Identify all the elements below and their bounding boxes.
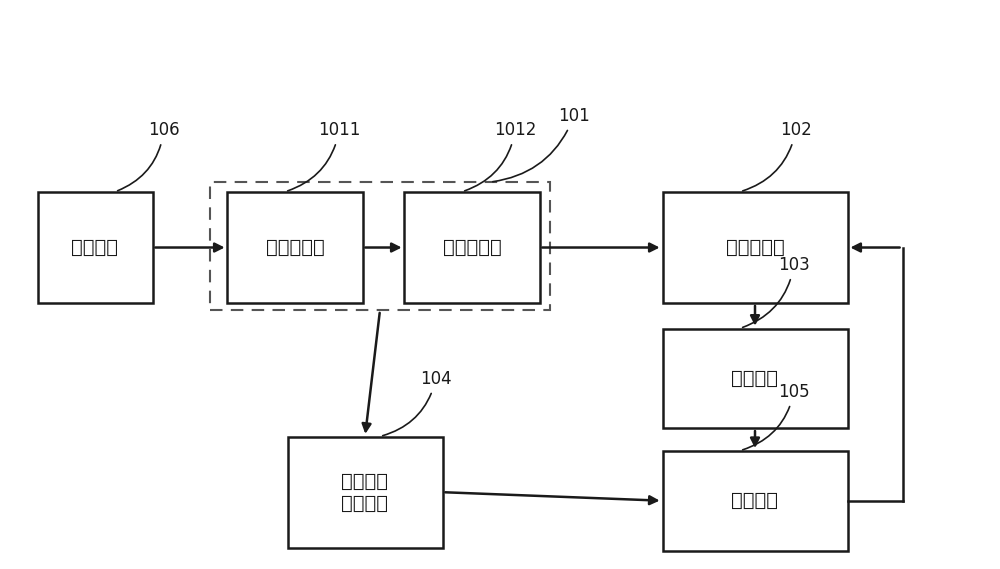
- Text: 墙壁开关
检测电路: 墙壁开关 检测电路: [342, 472, 388, 513]
- Text: 105: 105: [743, 383, 810, 450]
- Text: 整流子电路: 整流子电路: [266, 238, 324, 257]
- Text: 供电电路: 供电电路: [732, 369, 778, 388]
- Text: 101: 101: [493, 107, 590, 182]
- Bar: [288, 437, 442, 547]
- Text: 主功率电路: 主功率电路: [726, 238, 784, 257]
- Bar: [227, 192, 362, 303]
- Bar: [210, 182, 550, 310]
- Text: 滤波子电路: 滤波子电路: [443, 238, 501, 257]
- Text: 1011: 1011: [288, 121, 360, 191]
- Bar: [404, 192, 540, 303]
- Bar: [38, 192, 152, 303]
- Text: 103: 103: [743, 256, 810, 327]
- Bar: [662, 192, 848, 303]
- Text: 电源电路: 电源电路: [72, 238, 119, 257]
- Bar: [662, 451, 848, 551]
- Text: 106: 106: [118, 121, 180, 191]
- Text: 1012: 1012: [465, 121, 536, 191]
- Text: 104: 104: [383, 370, 452, 436]
- Text: 控制电路: 控制电路: [732, 491, 778, 510]
- Text: 102: 102: [743, 121, 812, 191]
- Bar: [662, 329, 848, 428]
